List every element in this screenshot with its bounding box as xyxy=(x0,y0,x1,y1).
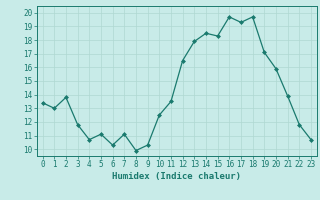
X-axis label: Humidex (Indice chaleur): Humidex (Indice chaleur) xyxy=(112,172,241,181)
